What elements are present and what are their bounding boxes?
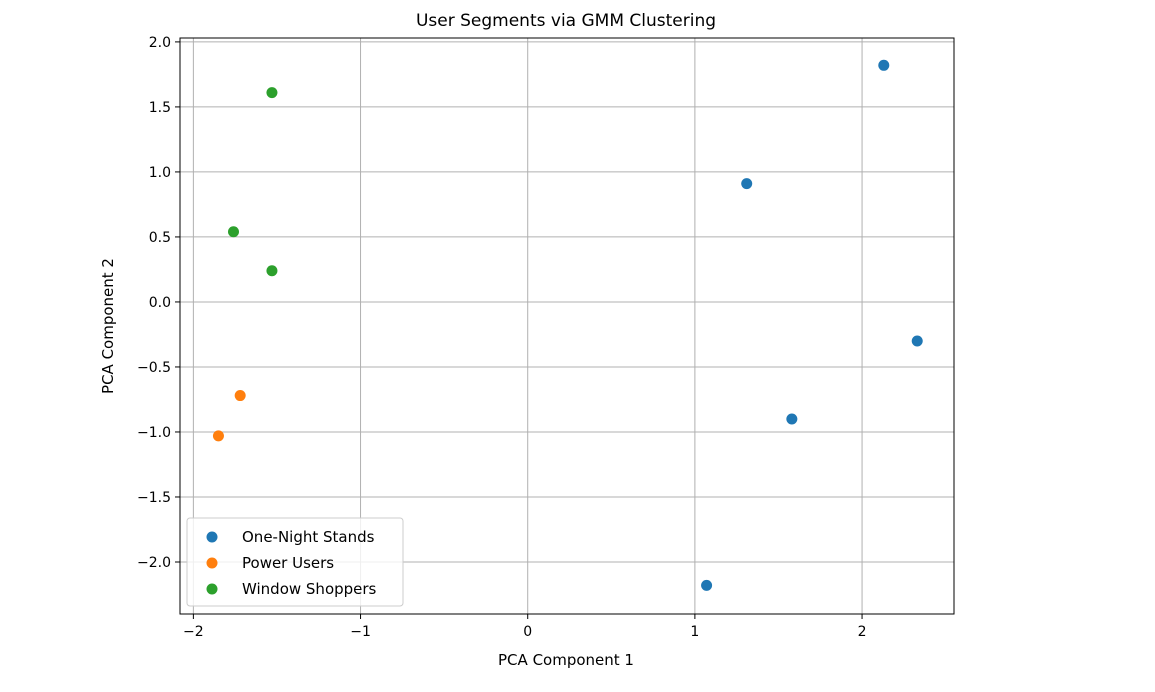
legend-marker-one-night-stands — [206, 531, 218, 543]
chart-title: User Segments via GMM Clustering — [416, 11, 716, 31]
legend: One-Night Stands Power Users Window Shop… — [186, 517, 404, 607]
data-point — [227, 226, 239, 238]
legend-label-power-users: Power Users — [242, 554, 334, 572]
x-tick-label: −2 — [183, 624, 204, 640]
y-tick-label: −1.5 — [137, 490, 171, 506]
data-points — [212, 59, 923, 591]
y-tick-label: 1.0 — [149, 165, 171, 181]
y-tick-label: 2.0 — [149, 35, 171, 51]
plot-area-frame — [179, 37, 955, 615]
x-axis-label: PCA Component 1 — [498, 651, 634, 669]
y-axis-ticks: −2.0 −1.5 −1.0 −0.5 0.0 0.5 1.0 1.5 2.0 — [137, 35, 180, 571]
y-tick-label: 1.5 — [149, 100, 171, 116]
x-tick-label: −1 — [350, 624, 371, 640]
y-tick-label: 0.0 — [149, 295, 171, 311]
y-tick-label: −2.0 — [137, 555, 171, 571]
data-point — [266, 265, 278, 277]
data-point — [741, 178, 753, 190]
data-point — [266, 87, 278, 99]
data-point — [234, 390, 246, 402]
legend-label-window-shoppers: Window Shoppers — [242, 580, 377, 598]
y-tick-label: 0.5 — [149, 230, 171, 246]
y-tick-label: −0.5 — [137, 360, 171, 376]
data-point — [911, 335, 923, 347]
legend-box — [186, 517, 404, 607]
legend-marker-window-shoppers — [206, 583, 218, 595]
x-axis-ticks: −2 −1 0 1 2 — [183, 614, 867, 640]
data-point — [701, 579, 713, 591]
x-tick-label: 2 — [858, 624, 867, 640]
data-point — [786, 413, 798, 425]
y-tick-label: −1.0 — [137, 425, 171, 441]
y-axis-label: PCA Component 2 — [99, 258, 117, 394]
legend-label-one-night-stands: One-Night Stands — [242, 528, 375, 546]
data-point — [212, 430, 224, 442]
legend-marker-power-users — [206, 557, 218, 569]
x-tick-label: 1 — [690, 624, 699, 640]
data-point — [878, 59, 890, 71]
x-tick-label: 0 — [523, 624, 532, 640]
